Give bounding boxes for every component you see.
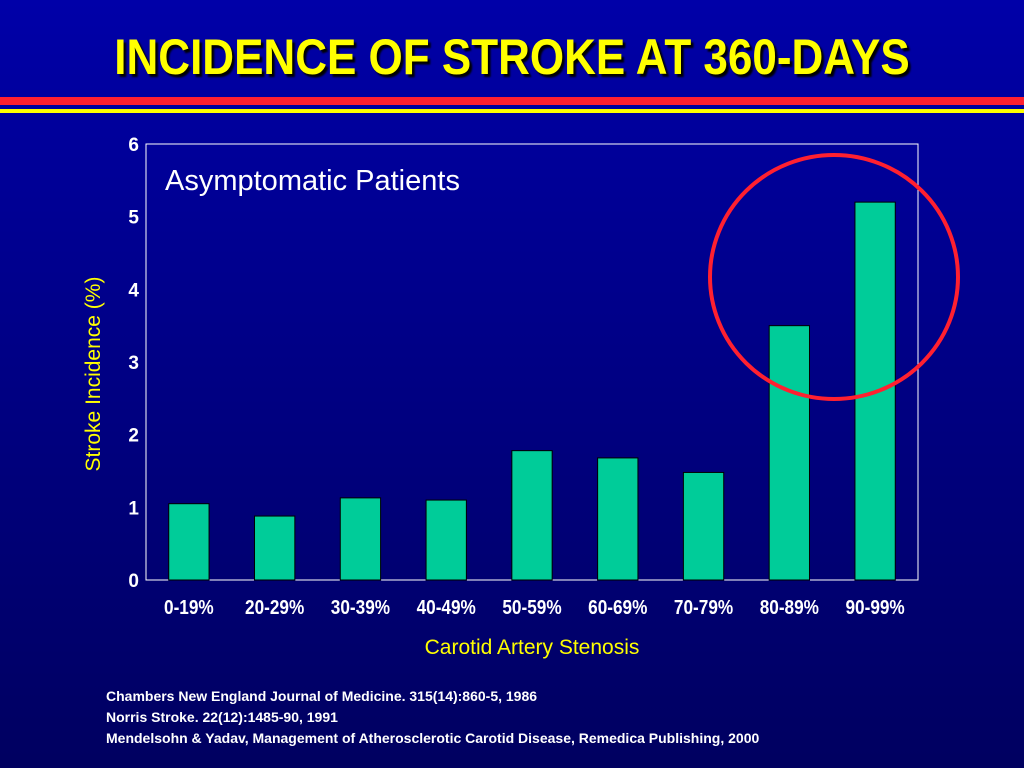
x-tick-label: 80-89% bbox=[760, 596, 820, 619]
x-axis-label: Carotid Artery Stenosis bbox=[425, 636, 640, 659]
bar-70-79% bbox=[682, 471, 725, 581]
reference-1: Chambers New England Journal of Medicine… bbox=[106, 688, 538, 704]
x-tick-label: 70-79% bbox=[674, 596, 734, 619]
bar-30-39% bbox=[339, 497, 382, 581]
y-tick-label: 5 bbox=[128, 208, 139, 229]
x-tick-label: 50-59% bbox=[502, 596, 562, 619]
x-axis-ticks: 0-19% 20-29% 30-39% 40-49% 50-59% 60-69% 70-79… bbox=[164, 596, 905, 619]
reference-2: Norris Stroke. 22(12):1485-90, 1991 bbox=[106, 709, 338, 725]
page-title: INCIDENCE OF STROKE AT 360-DAYS bbox=[114, 29, 910, 85]
y-tick-label: 2 bbox=[128, 426, 139, 447]
yellow-divider bbox=[0, 109, 1024, 113]
y-tick-label: 0 bbox=[128, 571, 139, 592]
red-divider bbox=[0, 97, 1024, 105]
y-tick-label: 1 bbox=[128, 498, 139, 519]
y-axis-label: Stroke Incidence (%) bbox=[82, 277, 105, 472]
x-tick-label: 0-19% bbox=[164, 596, 214, 619]
bar-60-69% bbox=[597, 457, 639, 581]
highlight-circle bbox=[708, 153, 960, 401]
x-tick-label: 20-29% bbox=[245, 596, 305, 619]
y-tick-label: 4 bbox=[128, 280, 139, 301]
bar-20-29% bbox=[254, 515, 296, 581]
bar-40-49% bbox=[425, 499, 467, 581]
x-tick-label: 30-39% bbox=[331, 596, 391, 619]
references: Chambers New England Journal of Medicine… bbox=[106, 686, 759, 749]
x-tick-label: 90-99% bbox=[845, 596, 905, 619]
x-tick-label: 40-49% bbox=[417, 596, 477, 619]
x-tick-label: 60-69% bbox=[588, 596, 648, 619]
chart-annotation: Asymptomatic Patients bbox=[165, 165, 460, 197]
bar-50-59% bbox=[511, 450, 553, 581]
y-axis-ticks: 0 1 2 3 4 5 6 bbox=[128, 135, 139, 592]
bar-80-89% bbox=[768, 325, 810, 581]
y-tick-label: 3 bbox=[128, 353, 139, 374]
reference-3: Mendelsohn & Yadav, Management of Athero… bbox=[106, 730, 760, 746]
bar-0-19% bbox=[168, 503, 210, 581]
y-tick-label: 6 bbox=[128, 135, 139, 156]
